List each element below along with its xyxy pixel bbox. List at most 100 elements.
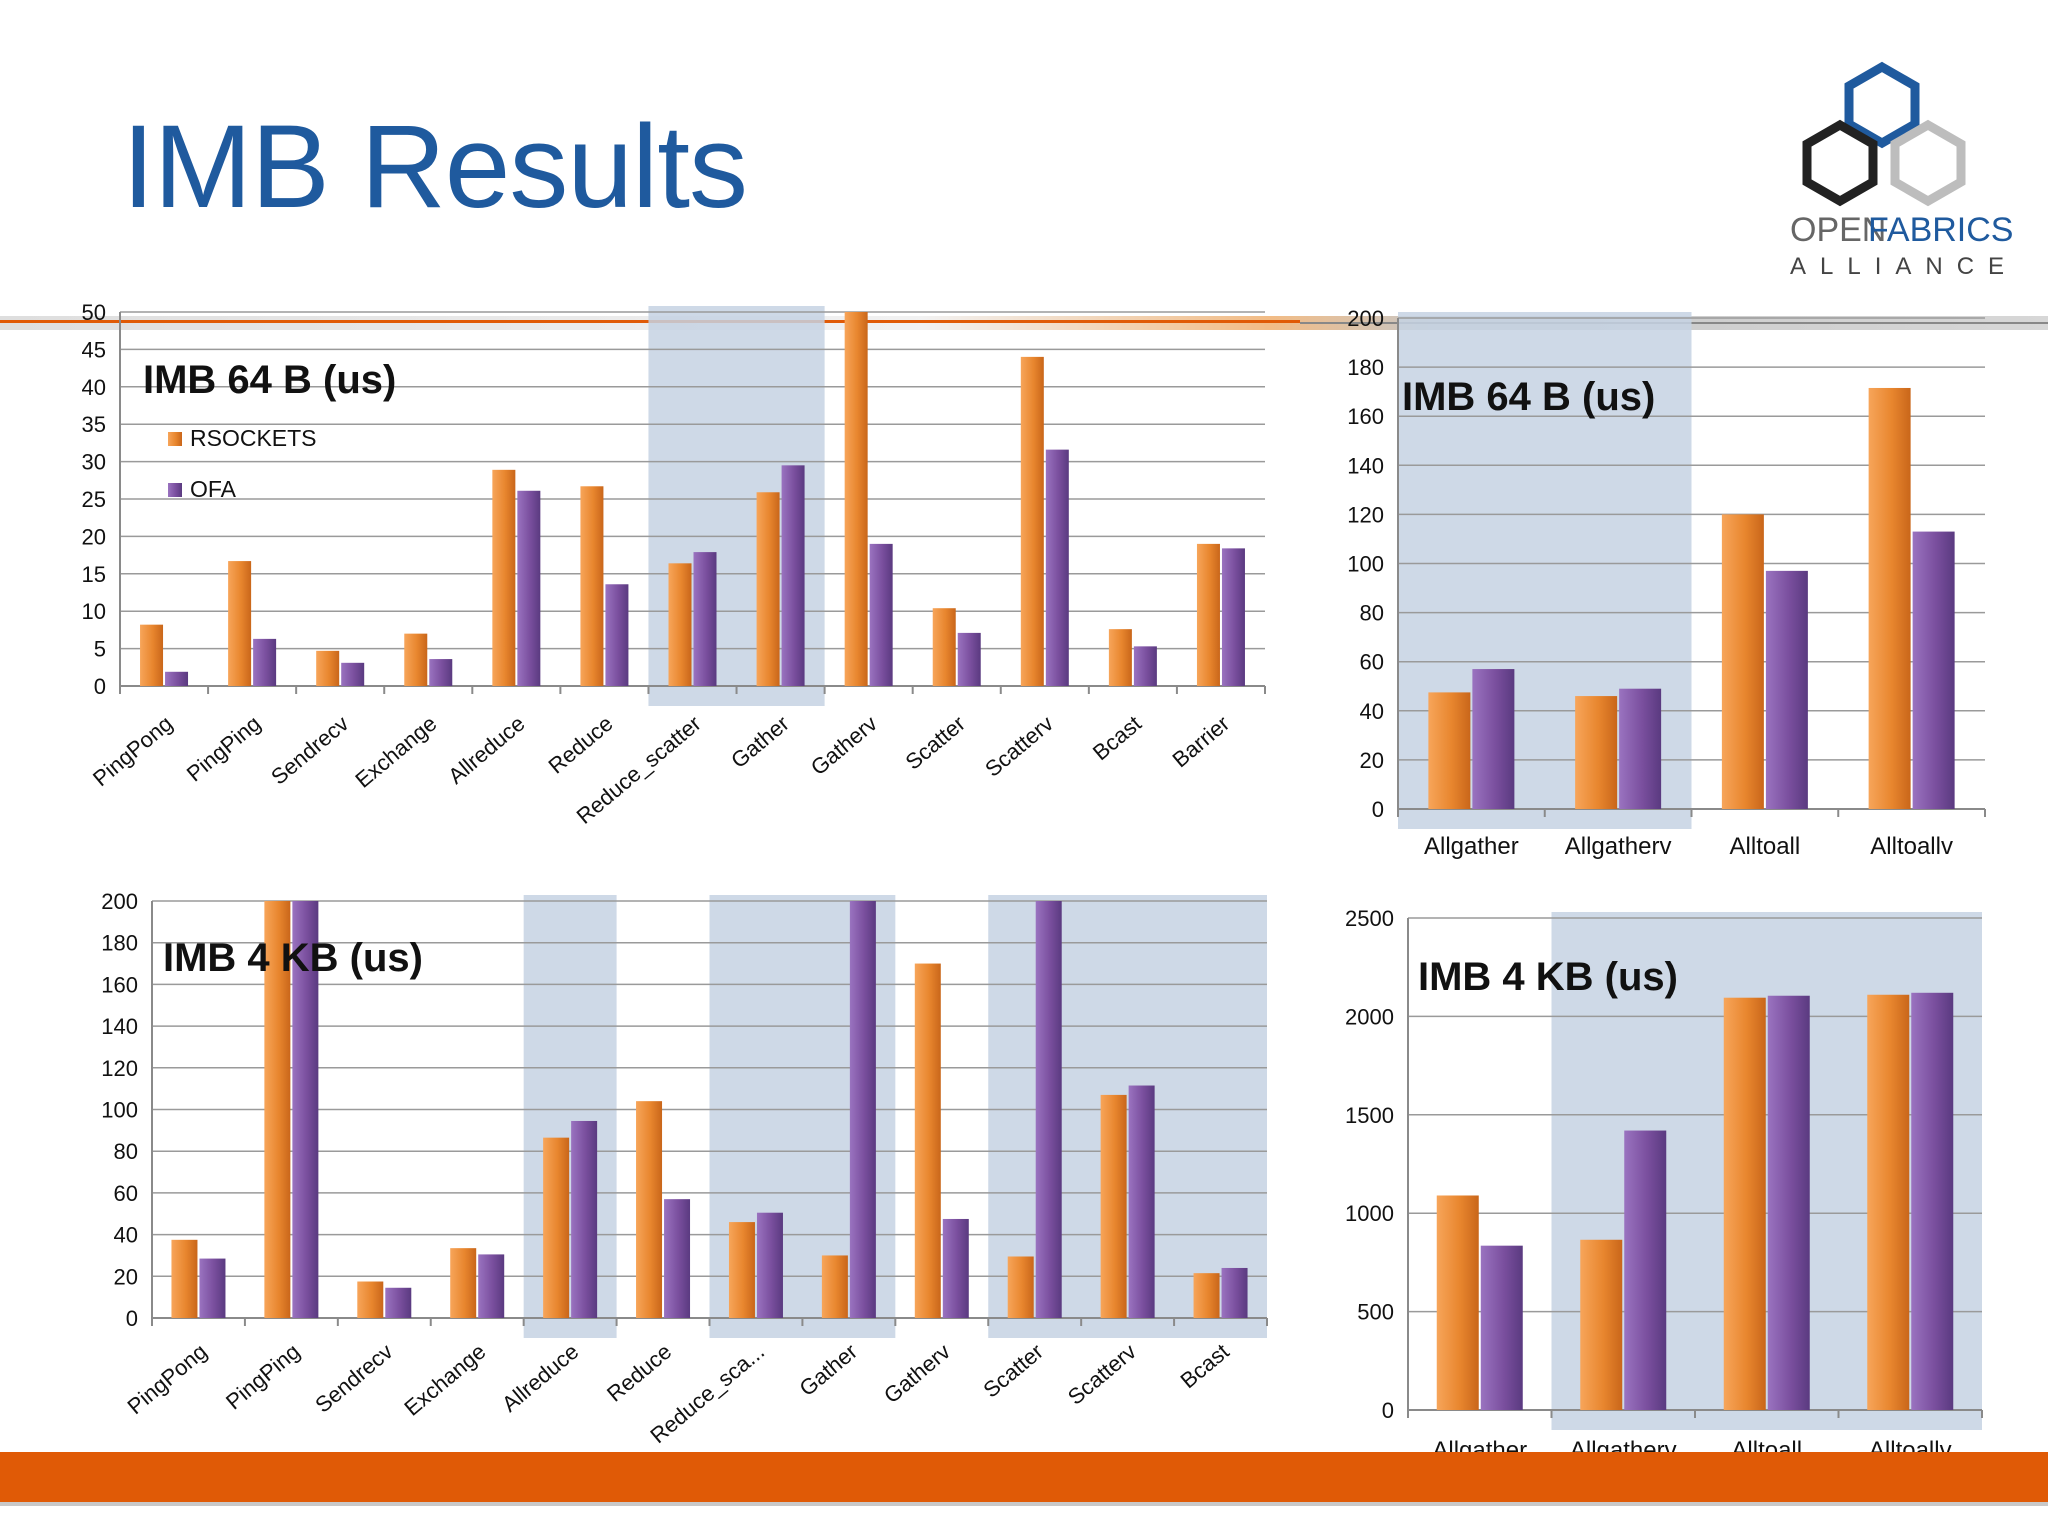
chart-title: IMB 64 B (us) bbox=[1402, 375, 1655, 419]
bar-rsockets bbox=[1723, 997, 1766, 1410]
bar-ofa bbox=[869, 543, 893, 686]
bar-rsockets bbox=[636, 1101, 663, 1318]
x-category-label: Allgatherv bbox=[1565, 833, 1672, 860]
bar-rsockets bbox=[756, 492, 780, 686]
openfabrics-logo: OPEN FABRICS ALLIANCE bbox=[1790, 61, 2018, 280]
bar-ofa bbox=[292, 901, 319, 1318]
x-category-label: Allgather bbox=[1424, 833, 1519, 860]
y-tick-label: 40 bbox=[82, 375, 106, 400]
bar-rsockets bbox=[171, 1239, 198, 1318]
x-category-label: PingPing bbox=[221, 1339, 305, 1415]
bar-ofa bbox=[1480, 1245, 1523, 1410]
x-category-label: Bcast bbox=[1088, 711, 1146, 766]
bar-ofa bbox=[1619, 688, 1662, 809]
x-category-label: Scatterv bbox=[980, 711, 1058, 782]
y-tick-label: 80 bbox=[1360, 601, 1384, 626]
bar-rsockets bbox=[1020, 356, 1044, 686]
bar-ofa bbox=[385, 1287, 412, 1318]
x-category-label: Alltoall bbox=[1730, 833, 1801, 860]
highlight-region bbox=[523, 895, 617, 1338]
x-category-label: Allreduce bbox=[497, 1339, 583, 1417]
x-category-label: Gather bbox=[794, 1339, 862, 1401]
bar-ofa bbox=[478, 1254, 505, 1318]
bar-rsockets bbox=[492, 469, 516, 686]
bar-rsockets bbox=[668, 563, 692, 686]
y-tick-label: 20 bbox=[1360, 748, 1384, 773]
bar-ofa bbox=[199, 1258, 226, 1318]
y-tick-label: 2500 bbox=[1345, 906, 1394, 931]
bar-ofa bbox=[1624, 1130, 1667, 1410]
y-tick-label: 120 bbox=[101, 1056, 138, 1081]
bar-ofa bbox=[341, 662, 365, 686]
hexagon-logo-icon bbox=[1802, 61, 1966, 207]
x-category-label: Gatherv bbox=[806, 711, 882, 780]
logo-word-alliance: ALLIANCE bbox=[1790, 253, 2018, 280]
bar-ofa bbox=[1133, 646, 1157, 686]
y-tick-label: 15 bbox=[82, 562, 106, 587]
bar-ofa bbox=[756, 1212, 783, 1318]
x-category-label: Scatterv bbox=[1063, 1339, 1141, 1410]
bar-ofa bbox=[942, 1218, 969, 1318]
y-tick-label: 10 bbox=[82, 599, 106, 624]
x-category-label: PingPong bbox=[88, 711, 177, 791]
legend-swatch-rsockets bbox=[168, 432, 182, 446]
y-tick-label: 5 bbox=[94, 637, 106, 662]
bar-ofa bbox=[571, 1120, 598, 1318]
bar-ofa bbox=[693, 552, 717, 686]
chart-title: IMB 4 KB (us) bbox=[163, 936, 423, 980]
bar-rsockets bbox=[932, 608, 956, 686]
bar-ofa bbox=[957, 632, 981, 686]
y-tick-label: 1000 bbox=[1345, 1201, 1394, 1226]
bar-rsockets bbox=[1428, 692, 1471, 809]
y-tick-label: 80 bbox=[114, 1139, 138, 1164]
x-category-label: Sendrecv bbox=[266, 711, 353, 790]
y-tick-label: 0 bbox=[1372, 797, 1384, 822]
x-category-label: Exchange bbox=[399, 1339, 490, 1421]
highlight-region bbox=[1551, 912, 1982, 1430]
y-tick-label: 35 bbox=[82, 412, 106, 437]
legend-label-ofa: OFA bbox=[190, 476, 237, 502]
y-tick-label: 50 bbox=[82, 300, 106, 325]
y-tick-label: 140 bbox=[1347, 453, 1384, 478]
y-tick-label: 140 bbox=[101, 1014, 138, 1039]
bar-ofa bbox=[517, 490, 541, 686]
chart-imb-64b-collectives: 0 5 10 15 20 25 30 35 40 45 50 PingPong PingPing Send… bbox=[82, 300, 1266, 829]
bar-ofa bbox=[664, 1199, 691, 1318]
y-tick-label: 160 bbox=[101, 972, 138, 997]
x-category-label: Reduce bbox=[602, 1339, 676, 1407]
x-category-label: PingPing bbox=[182, 711, 266, 787]
x-category-label: Scatter bbox=[978, 1339, 1047, 1403]
bar-rsockets bbox=[580, 486, 604, 686]
y-tick-label: 160 bbox=[1347, 404, 1384, 429]
legend-label-rsockets: RSOCKETS bbox=[190, 425, 317, 451]
x-category-label: Bcast bbox=[1176, 1339, 1234, 1394]
y-tick-label: 2000 bbox=[1345, 1004, 1394, 1029]
bar-rsockets bbox=[450, 1248, 477, 1318]
footer-bar bbox=[0, 1452, 2048, 1502]
y-tick-label: 0 bbox=[94, 674, 106, 699]
y-tick-label: 120 bbox=[1347, 502, 1384, 527]
bar-ofa bbox=[1912, 531, 1955, 809]
x-category-label: Exchange bbox=[350, 711, 441, 793]
y-tick-label: 100 bbox=[101, 1098, 138, 1123]
bar-ofa bbox=[165, 671, 189, 686]
bar-ofa bbox=[1765, 570, 1808, 809]
bar-rsockets bbox=[357, 1281, 384, 1318]
logo-word-open: OPEN bbox=[1790, 211, 1886, 249]
bar-ofa bbox=[1035, 901, 1062, 1318]
bar-rsockets bbox=[1436, 1195, 1479, 1410]
bar-ofa bbox=[781, 465, 805, 686]
x-category-label: Scatter bbox=[900, 711, 969, 775]
x-category-label: Alltoallv bbox=[1870, 833, 1953, 860]
bar-rsockets bbox=[1580, 1239, 1623, 1410]
bar-rsockets bbox=[1575, 696, 1618, 809]
legend-swatch-ofa bbox=[168, 483, 182, 497]
bar-rsockets bbox=[1868, 387, 1911, 809]
bar-rsockets bbox=[140, 624, 164, 686]
bar-ofa bbox=[1767, 995, 1810, 1410]
y-tick-label: 0 bbox=[126, 1306, 138, 1331]
bar-rsockets bbox=[821, 1255, 848, 1318]
chart-imb-4kb-collectives: 0 20 40 60 80 100 120 140 160 180 200 PingPong PingP… bbox=[101, 889, 1268, 1448]
y-tick-label: 1500 bbox=[1345, 1103, 1394, 1128]
